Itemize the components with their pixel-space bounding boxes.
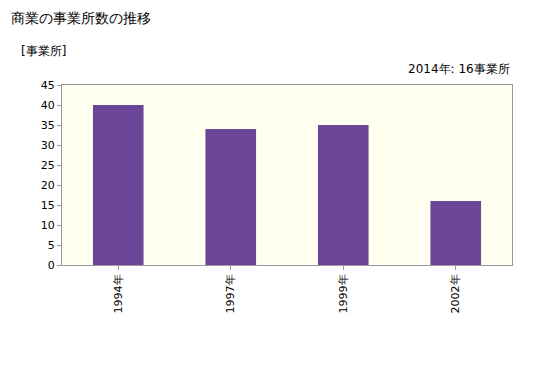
svg-text:1994年: 1994年 (112, 274, 125, 313)
svg-text:商業の事業所数の推移: 商業の事業所数の推移 (11, 10, 151, 26)
svg-text:40: 40 (41, 99, 55, 112)
svg-text:2014年: 16事業所: 2014年: 16事業所 (408, 62, 510, 76)
svg-text:1997年: 1997年 (224, 274, 237, 313)
svg-text:35: 35 (41, 119, 55, 132)
svg-text:2002年: 2002年 (449, 274, 462, 313)
svg-text:20: 20 (41, 179, 55, 192)
svg-text:1999年: 1999年 (337, 274, 350, 313)
svg-text:[事業所]: [事業所] (21, 44, 66, 58)
svg-text:0: 0 (48, 259, 55, 272)
svg-text:30: 30 (41, 139, 55, 152)
svg-text:15: 15 (41, 199, 55, 212)
svg-text:25: 25 (41, 159, 55, 172)
svg-text:5: 5 (48, 239, 55, 252)
svg-text:45: 45 (41, 79, 55, 92)
svg-text:10: 10 (41, 219, 55, 232)
